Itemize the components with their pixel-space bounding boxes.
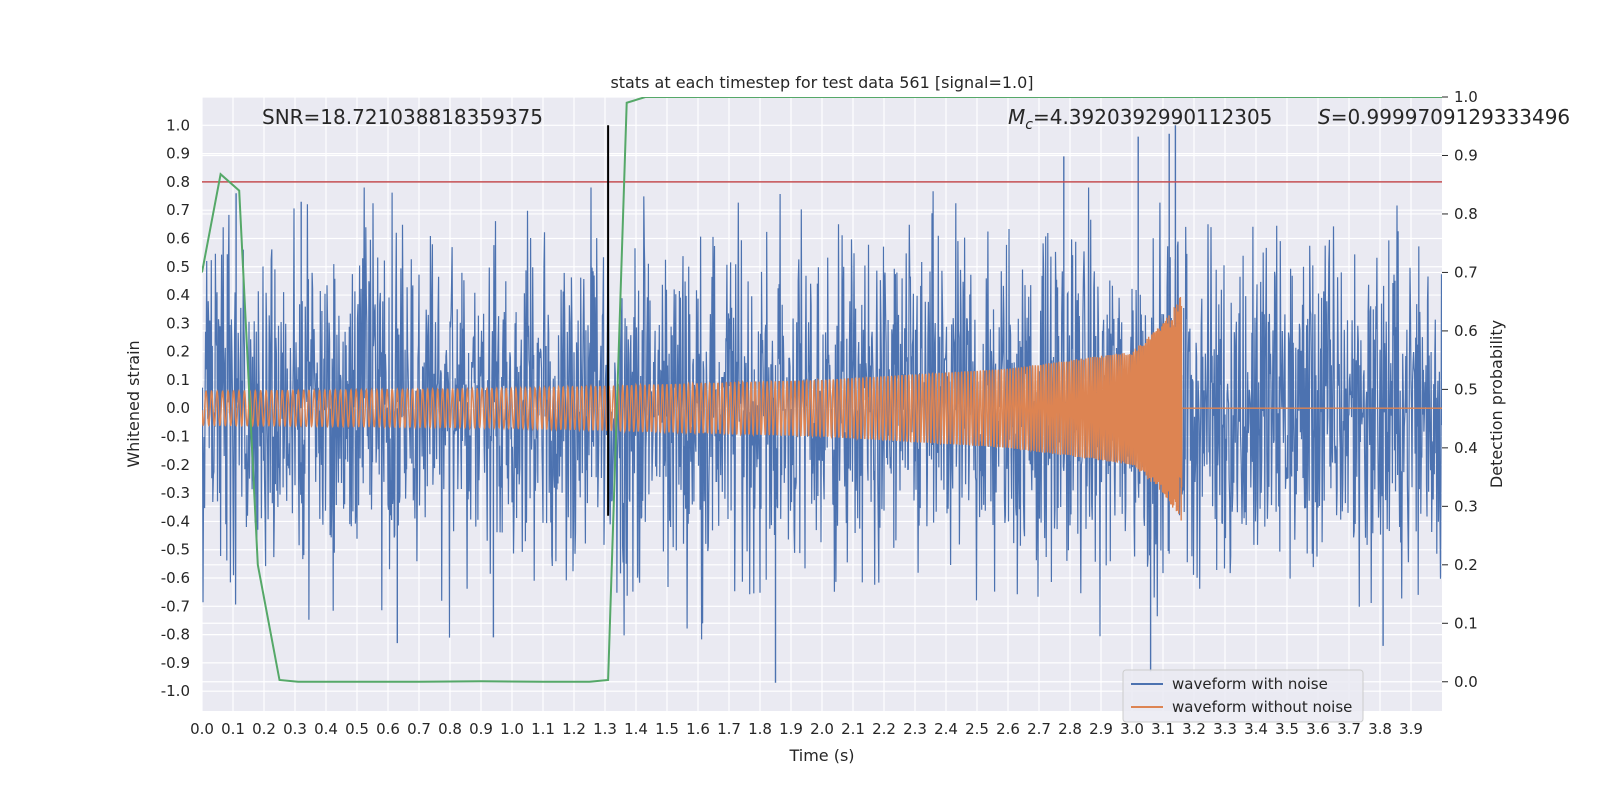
x-tick-label: 2.2 bbox=[872, 720, 896, 738]
x-axis-label: Time (s) bbox=[788, 746, 854, 765]
x-tick-label: 2.1 bbox=[841, 720, 865, 738]
x-tick-label: 3.2 bbox=[1182, 720, 1206, 738]
x-tick-label: 1.3 bbox=[593, 720, 617, 738]
x-tick-label: 0.5 bbox=[345, 720, 369, 738]
y-tick-label: -0.1 bbox=[161, 428, 190, 446]
x-tick-label: 1.2 bbox=[562, 720, 586, 738]
x-tick-label: 1.8 bbox=[748, 720, 772, 738]
x-tick-label: 3.7 bbox=[1337, 720, 1361, 738]
y-right-tick-label: 0.3 bbox=[1454, 497, 1478, 515]
x-tick-label: 3.4 bbox=[1244, 720, 1268, 738]
y-right-tick-label: 0.7 bbox=[1454, 263, 1478, 281]
snr-annotation: SNR=18.721038818359375 bbox=[262, 105, 543, 129]
y-right-tick-label: 0.1 bbox=[1454, 614, 1478, 632]
y-tick-label: 0.1 bbox=[166, 371, 190, 389]
x-tick-label: 0.7 bbox=[407, 720, 431, 738]
series-detection-probability bbox=[202, 97, 1442, 683]
legend-label-clean: waveform without noise bbox=[1172, 698, 1352, 716]
x-tick-label: 2.0 bbox=[810, 720, 834, 738]
y-tick-label: 0.2 bbox=[166, 343, 190, 361]
x-tick-label: 2.8 bbox=[1058, 720, 1082, 738]
chirp-mass-symbol: M bbox=[1008, 105, 1025, 129]
chirp-mass-value: =4.3920392990112305 bbox=[1033, 105, 1272, 129]
y-tick-label: 0.7 bbox=[166, 201, 190, 219]
y-right-tick-label: 0.0 bbox=[1454, 673, 1478, 691]
x-tick-label: 1.4 bbox=[624, 720, 648, 738]
y-tick-label: 0.0 bbox=[166, 399, 190, 417]
y-tick-label: -0.5 bbox=[161, 541, 190, 559]
x-tick-label: 0.4 bbox=[314, 720, 338, 738]
x-tick-label: 1.6 bbox=[686, 720, 710, 738]
x-tick-label: 0.8 bbox=[438, 720, 462, 738]
x-tick-label: 1.1 bbox=[531, 720, 555, 738]
y-right-tick-label: 0.5 bbox=[1454, 380, 1478, 398]
y-tick-label: 0.6 bbox=[166, 229, 190, 247]
plot-series-layer bbox=[202, 97, 1442, 683]
y-axis-label: Whitened strain bbox=[124, 340, 143, 467]
y-tick-label: -0.8 bbox=[161, 626, 190, 644]
x-tick-label: 2.9 bbox=[1089, 720, 1113, 738]
y-tick-label: -1.0 bbox=[161, 682, 190, 700]
series-waveform-without-noise bbox=[202, 296, 1442, 521]
legend-box bbox=[1122, 669, 1364, 723]
x-tick-label: 2.5 bbox=[965, 720, 989, 738]
x-tick-label: 2.3 bbox=[903, 720, 927, 738]
x-tick-label: 0.0 bbox=[190, 720, 214, 738]
x-tick-label: 3.1 bbox=[1151, 720, 1175, 738]
x-tick-label: 0.3 bbox=[283, 720, 307, 738]
y-tick-label: -0.4 bbox=[161, 512, 190, 530]
x-tick-label: 3.8 bbox=[1368, 720, 1392, 738]
y-tick-label: -0.6 bbox=[161, 569, 190, 587]
y-axis-right-label: Detection probability bbox=[1487, 320, 1506, 488]
y-tick-label: -0.9 bbox=[161, 654, 190, 672]
x-tick-label: 2.4 bbox=[934, 720, 958, 738]
legend: waveform with noise waveform without noi… bbox=[1122, 669, 1364, 723]
y-tick-label: -0.3 bbox=[161, 484, 190, 502]
y-tick-label: 0.4 bbox=[166, 286, 190, 304]
y-right-tick-label: 0.2 bbox=[1454, 556, 1478, 574]
x-tick-label: 0.2 bbox=[252, 720, 276, 738]
x-tick-label: 3.6 bbox=[1306, 720, 1330, 738]
x-tick-label: 1.5 bbox=[655, 720, 679, 738]
y-right-tick-label: 0.8 bbox=[1454, 205, 1478, 223]
chirp-mass-annotation: Mc=4.3920392990112305 bbox=[1008, 105, 1272, 133]
x-tick-label: 0.1 bbox=[221, 720, 245, 738]
y-right-tick-label: 0.6 bbox=[1454, 322, 1478, 340]
y-tick-label: 0.9 bbox=[166, 145, 190, 163]
y-right-tick-label: 1.0 bbox=[1454, 88, 1478, 106]
x-tick-label: 3.9 bbox=[1399, 720, 1423, 738]
y-tick-label: 0.8 bbox=[166, 173, 190, 191]
y-right-tick-label: 0.9 bbox=[1454, 146, 1478, 164]
x-tick-label: 3.0 bbox=[1120, 720, 1144, 738]
x-tick-label: 0.6 bbox=[376, 720, 400, 738]
x-tick-label: 3.5 bbox=[1275, 720, 1299, 738]
legend-label-noise: waveform with noise bbox=[1172, 675, 1328, 693]
y-tick-label: 0.3 bbox=[166, 314, 190, 332]
x-tick-label: 2.7 bbox=[1027, 720, 1051, 738]
x-tick-label: 2.6 bbox=[996, 720, 1020, 738]
tick-labels: 0.0 0.1 0.2 0.3 0.4 0.5 0.6 0.7 0.8 0.9 1.0 1.1 1.2 1… bbox=[161, 88, 1478, 738]
x-tick-label: 1.0 bbox=[500, 720, 524, 738]
chart-title: stats at each timestep for test data 561… bbox=[610, 73, 1033, 92]
chirp-mass-subscript: c bbox=[1025, 117, 1033, 133]
y-tick-label: -0.7 bbox=[161, 597, 190, 615]
x-tick-label: 1.7 bbox=[717, 720, 741, 738]
y-tick-label: 0.5 bbox=[166, 258, 190, 276]
x-tick-label: 0.9 bbox=[469, 720, 493, 738]
x-tick-label: 3.3 bbox=[1213, 720, 1237, 738]
significance-value: =0.9999709129333496 bbox=[1331, 105, 1570, 129]
y-right-tick-label: 0.4 bbox=[1454, 439, 1478, 457]
significance-annotation: S=0.9999709129333496 bbox=[1318, 105, 1570, 129]
y-tick-label: -0.2 bbox=[161, 456, 190, 474]
x-tick-label: 1.9 bbox=[779, 720, 803, 738]
significance-symbol: S bbox=[1318, 105, 1331, 129]
y-tick-label: 1.0 bbox=[166, 116, 190, 134]
